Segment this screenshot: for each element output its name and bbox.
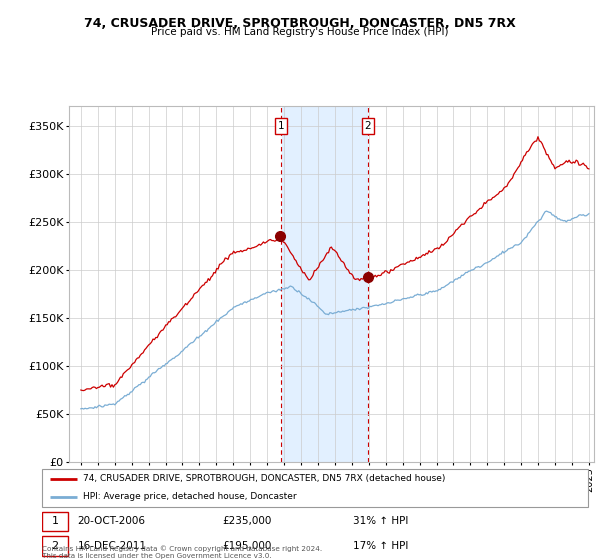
Text: Price paid vs. HM Land Registry's House Price Index (HPI): Price paid vs. HM Land Registry's House … <box>151 27 449 37</box>
Text: Contains HM Land Registry data © Crown copyright and database right 2024.
This d: Contains HM Land Registry data © Crown c… <box>42 545 322 559</box>
Text: 74, CRUSADER DRIVE, SPROTBROUGH, DONCASTER, DN5 7RX (detached house): 74, CRUSADER DRIVE, SPROTBROUGH, DONCAST… <box>83 474 445 483</box>
Text: £235,000: £235,000 <box>222 516 272 526</box>
Text: £195,000: £195,000 <box>222 541 272 551</box>
FancyBboxPatch shape <box>42 511 68 531</box>
Text: 16-DEC-2011: 16-DEC-2011 <box>77 541 146 551</box>
Text: 2: 2 <box>52 541 59 551</box>
Text: 1: 1 <box>277 121 284 131</box>
Text: 1: 1 <box>52 516 59 526</box>
Text: 20-OCT-2006: 20-OCT-2006 <box>77 516 145 526</box>
FancyBboxPatch shape <box>42 469 588 507</box>
FancyBboxPatch shape <box>42 536 68 556</box>
Text: 74, CRUSADER DRIVE, SPROTBROUGH, DONCASTER, DN5 7RX: 74, CRUSADER DRIVE, SPROTBROUGH, DONCAST… <box>84 17 516 30</box>
Text: 31% ↑ HPI: 31% ↑ HPI <box>353 516 409 526</box>
Text: 17% ↑ HPI: 17% ↑ HPI <box>353 541 409 551</box>
Text: 2: 2 <box>365 121 371 131</box>
Text: HPI: Average price, detached house, Doncaster: HPI: Average price, detached house, Donc… <box>83 492 296 501</box>
